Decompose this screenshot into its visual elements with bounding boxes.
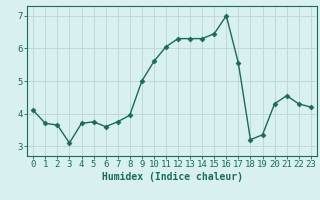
- X-axis label: Humidex (Indice chaleur): Humidex (Indice chaleur): [101, 172, 243, 182]
